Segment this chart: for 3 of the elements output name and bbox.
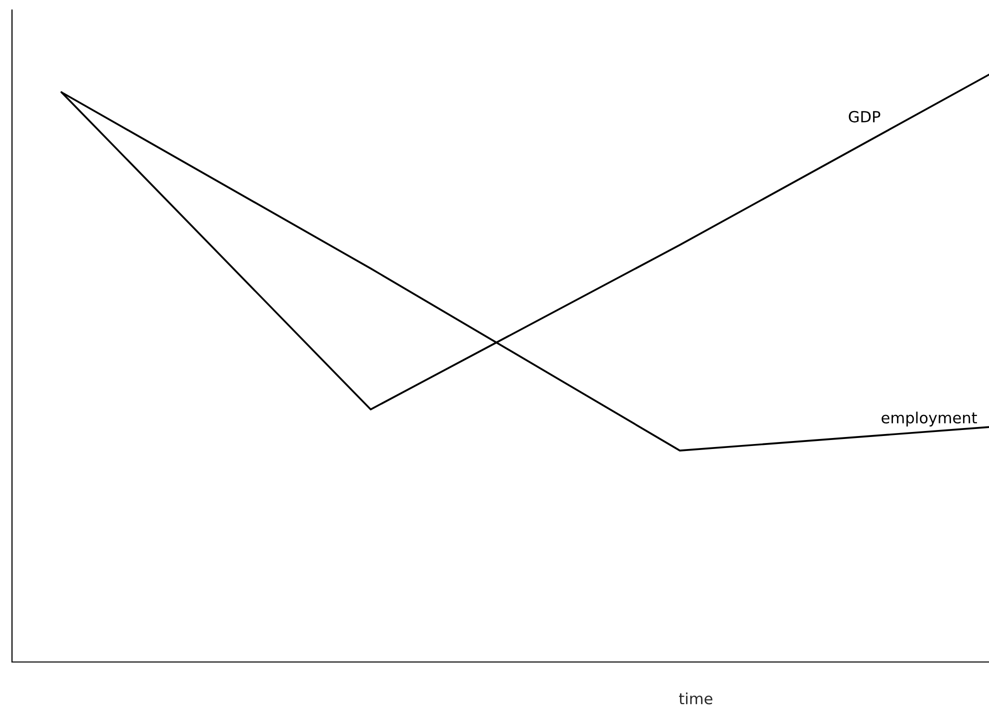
series-label: employment — [882, 412, 977, 426]
x-axis-title: time — [679, 692, 712, 704]
series-label: GDP — [848, 110, 880, 122]
